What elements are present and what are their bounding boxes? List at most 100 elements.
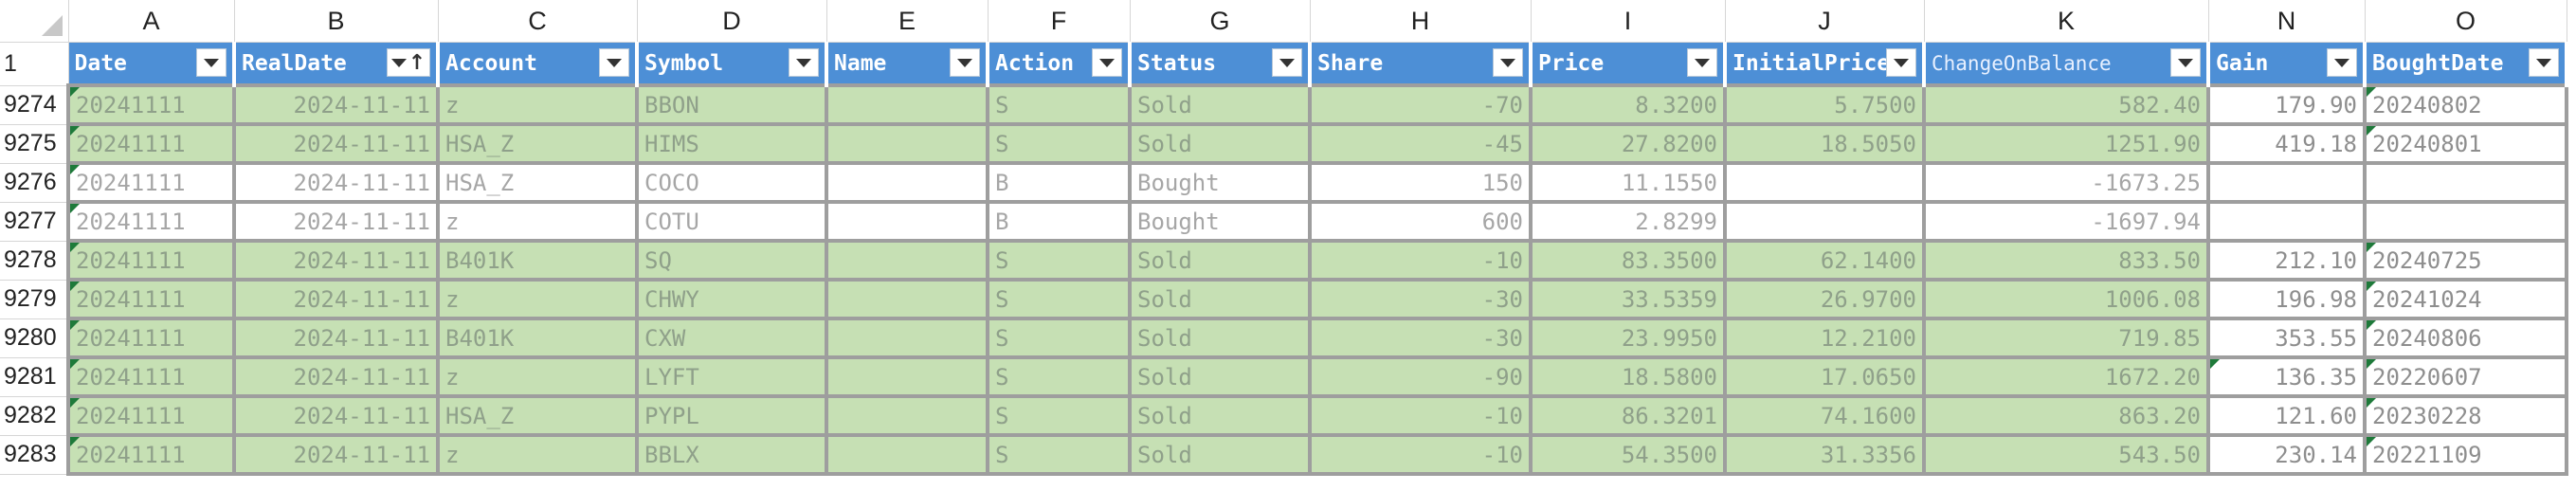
filter-dropdown-button[interactable] <box>1687 48 1717 77</box>
cell-name[interactable] <box>825 239 989 282</box>
cell-bought[interactable]: 20240801 <box>2363 122 2568 165</box>
cell-initial[interactable]: 12.2100 <box>1723 317 1926 359</box>
cell-status[interactable]: Bought <box>1128 200 1312 243</box>
column-header-o[interactable]: O <box>2365 0 2567 43</box>
cell-date[interactable]: 20241111 <box>66 239 236 282</box>
cell-name[interactable] <box>825 394 989 437</box>
row-number[interactable]: 9277 <box>0 202 69 242</box>
cell-action[interactable]: B <box>986 200 1132 243</box>
cell-bought[interactable] <box>2363 200 2568 243</box>
cell-price[interactable]: 8.3200 <box>1529 83 1727 126</box>
cell-account[interactable]: HSA_Z <box>436 161 639 204</box>
row-number[interactable]: 9278 <box>0 241 69 281</box>
cell-gain[interactable]: 136.35 <box>2206 355 2367 398</box>
cell-account[interactable]: z <box>436 83 639 126</box>
cell-status[interactable]: Sold <box>1128 83 1312 126</box>
filter-dropdown-button[interactable] <box>950 48 980 77</box>
cell-account[interactable]: HSA_Z <box>436 122 639 165</box>
cell-initial[interactable]: 18.5050 <box>1723 122 1926 165</box>
cell-price[interactable]: 2.8299 <box>1529 200 1727 243</box>
cell-status[interactable]: Sold <box>1128 122 1312 165</box>
cell-action[interactable]: B <box>986 161 1132 204</box>
cell-symbol[interactable]: SQ <box>635 239 828 282</box>
cell-account[interactable]: z <box>436 355 639 398</box>
cell-bought[interactable]: 20240806 <box>2363 317 2568 359</box>
filter-dropdown-button[interactable] <box>2327 48 2357 77</box>
select-all-corner[interactable] <box>0 0 69 43</box>
column-header-b[interactable]: B <box>234 0 439 43</box>
cell-name[interactable] <box>825 278 989 320</box>
cell-change[interactable]: 543.50 <box>1922 433 2210 476</box>
cell-account[interactable]: z <box>436 200 639 243</box>
cell-change[interactable]: -1697.94 <box>1922 200 2210 243</box>
filter-dropdown-button[interactable]: ↑ <box>387 48 430 77</box>
cell-date[interactable]: 20241111 <box>66 317 236 359</box>
cell-status[interactable]: Sold <box>1128 355 1312 398</box>
filter-dropdown-button[interactable] <box>599 48 629 77</box>
column-header-f[interactable]: F <box>988 0 1131 43</box>
cell-price[interactable]: 27.8200 <box>1529 122 1727 165</box>
cell-action[interactable]: S <box>986 355 1132 398</box>
column-header-i[interactable]: I <box>1531 0 1726 43</box>
cell-name[interactable] <box>825 317 989 359</box>
cell-price[interactable]: 86.3201 <box>1529 394 1727 437</box>
cell-price[interactable]: 33.5359 <box>1529 278 1727 320</box>
cell-realdate[interactable]: 2024-11-11 <box>232 239 440 282</box>
cell-gain[interactable]: 353.55 <box>2206 317 2367 359</box>
row-number[interactable]: 9282 <box>0 396 69 436</box>
cell-gain[interactable]: 179.90 <box>2206 83 2367 126</box>
cell-change[interactable]: 1672.20 <box>1922 355 2210 398</box>
column-header-n[interactable]: N <box>2208 0 2366 43</box>
cell-realdate[interactable]: 2024-11-11 <box>232 278 440 320</box>
cell-change[interactable]: 582.40 <box>1922 83 2210 126</box>
cell-name[interactable] <box>825 433 989 476</box>
cell-date[interactable]: 20241111 <box>66 394 236 437</box>
cell-status[interactable]: Sold <box>1128 317 1312 359</box>
cell-account[interactable]: z <box>436 433 639 476</box>
cell-bought[interactable]: 20240802 <box>2363 83 2568 126</box>
cell-realdate[interactable]: 2024-11-11 <box>232 122 440 165</box>
cell-gain[interactable]: 121.60 <box>2206 394 2367 437</box>
row-number[interactable]: 9280 <box>0 318 69 358</box>
cell-bought[interactable]: 20240725 <box>2363 239 2568 282</box>
filter-dropdown-button[interactable] <box>789 48 819 77</box>
row-number[interactable]: 9276 <box>0 163 69 203</box>
cell-initial[interactable]: 74.1600 <box>1723 394 1926 437</box>
row-number[interactable]: 9283 <box>0 435 69 475</box>
cell-initial[interactable]: 17.0650 <box>1723 355 1926 398</box>
cell-gain[interactable]: 196.98 <box>2206 278 2367 320</box>
cell-realdate[interactable]: 2024-11-11 <box>232 394 440 437</box>
cell-price[interactable]: 23.9950 <box>1529 317 1727 359</box>
filter-dropdown-button[interactable] <box>2529 48 2559 77</box>
column-header-h[interactable]: H <box>1310 0 1532 43</box>
cell-realdate[interactable]: 2024-11-11 <box>232 317 440 359</box>
cell-gain[interactable]: 230.14 <box>2206 433 2367 476</box>
cell-share[interactable]: -30 <box>1308 317 1533 359</box>
cell-symbol[interactable]: LYFT <box>635 355 828 398</box>
cell-name[interactable] <box>825 83 989 126</box>
cell-realdate[interactable]: 2024-11-11 <box>232 433 440 476</box>
cell-date[interactable]: 20241111 <box>66 122 236 165</box>
column-header-j[interactable]: J <box>1725 0 1925 43</box>
cell-realdate[interactable]: 2024-11-11 <box>232 161 440 204</box>
filter-dropdown-button[interactable] <box>2170 48 2201 77</box>
cell-action[interactable]: S <box>986 317 1132 359</box>
cell-realdate[interactable]: 2024-11-11 <box>232 355 440 398</box>
cell-symbol[interactable]: COCO <box>635 161 828 204</box>
cell-share[interactable]: -10 <box>1308 394 1533 437</box>
cell-status[interactable]: Sold <box>1128 433 1312 476</box>
cell-status[interactable]: Sold <box>1128 394 1312 437</box>
cell-bought[interactable]: 20230228 <box>2363 394 2568 437</box>
cell-initial[interactable] <box>1723 161 1926 204</box>
cell-initial[interactable]: 62.1400 <box>1723 239 1926 282</box>
cell-name[interactable] <box>825 200 989 243</box>
row-number[interactable]: 1 <box>0 42 69 86</box>
cell-share[interactable]: 150 <box>1308 161 1533 204</box>
cell-initial[interactable] <box>1723 200 1926 243</box>
cell-symbol[interactable]: PYPL <box>635 394 828 437</box>
cell-share[interactable]: -30 <box>1308 278 1533 320</box>
cell-share[interactable]: -10 <box>1308 239 1533 282</box>
cell-bought[interactable]: 20220607 <box>2363 355 2568 398</box>
cell-symbol[interactable]: COTU <box>635 200 828 243</box>
cell-share[interactable]: 600 <box>1308 200 1533 243</box>
